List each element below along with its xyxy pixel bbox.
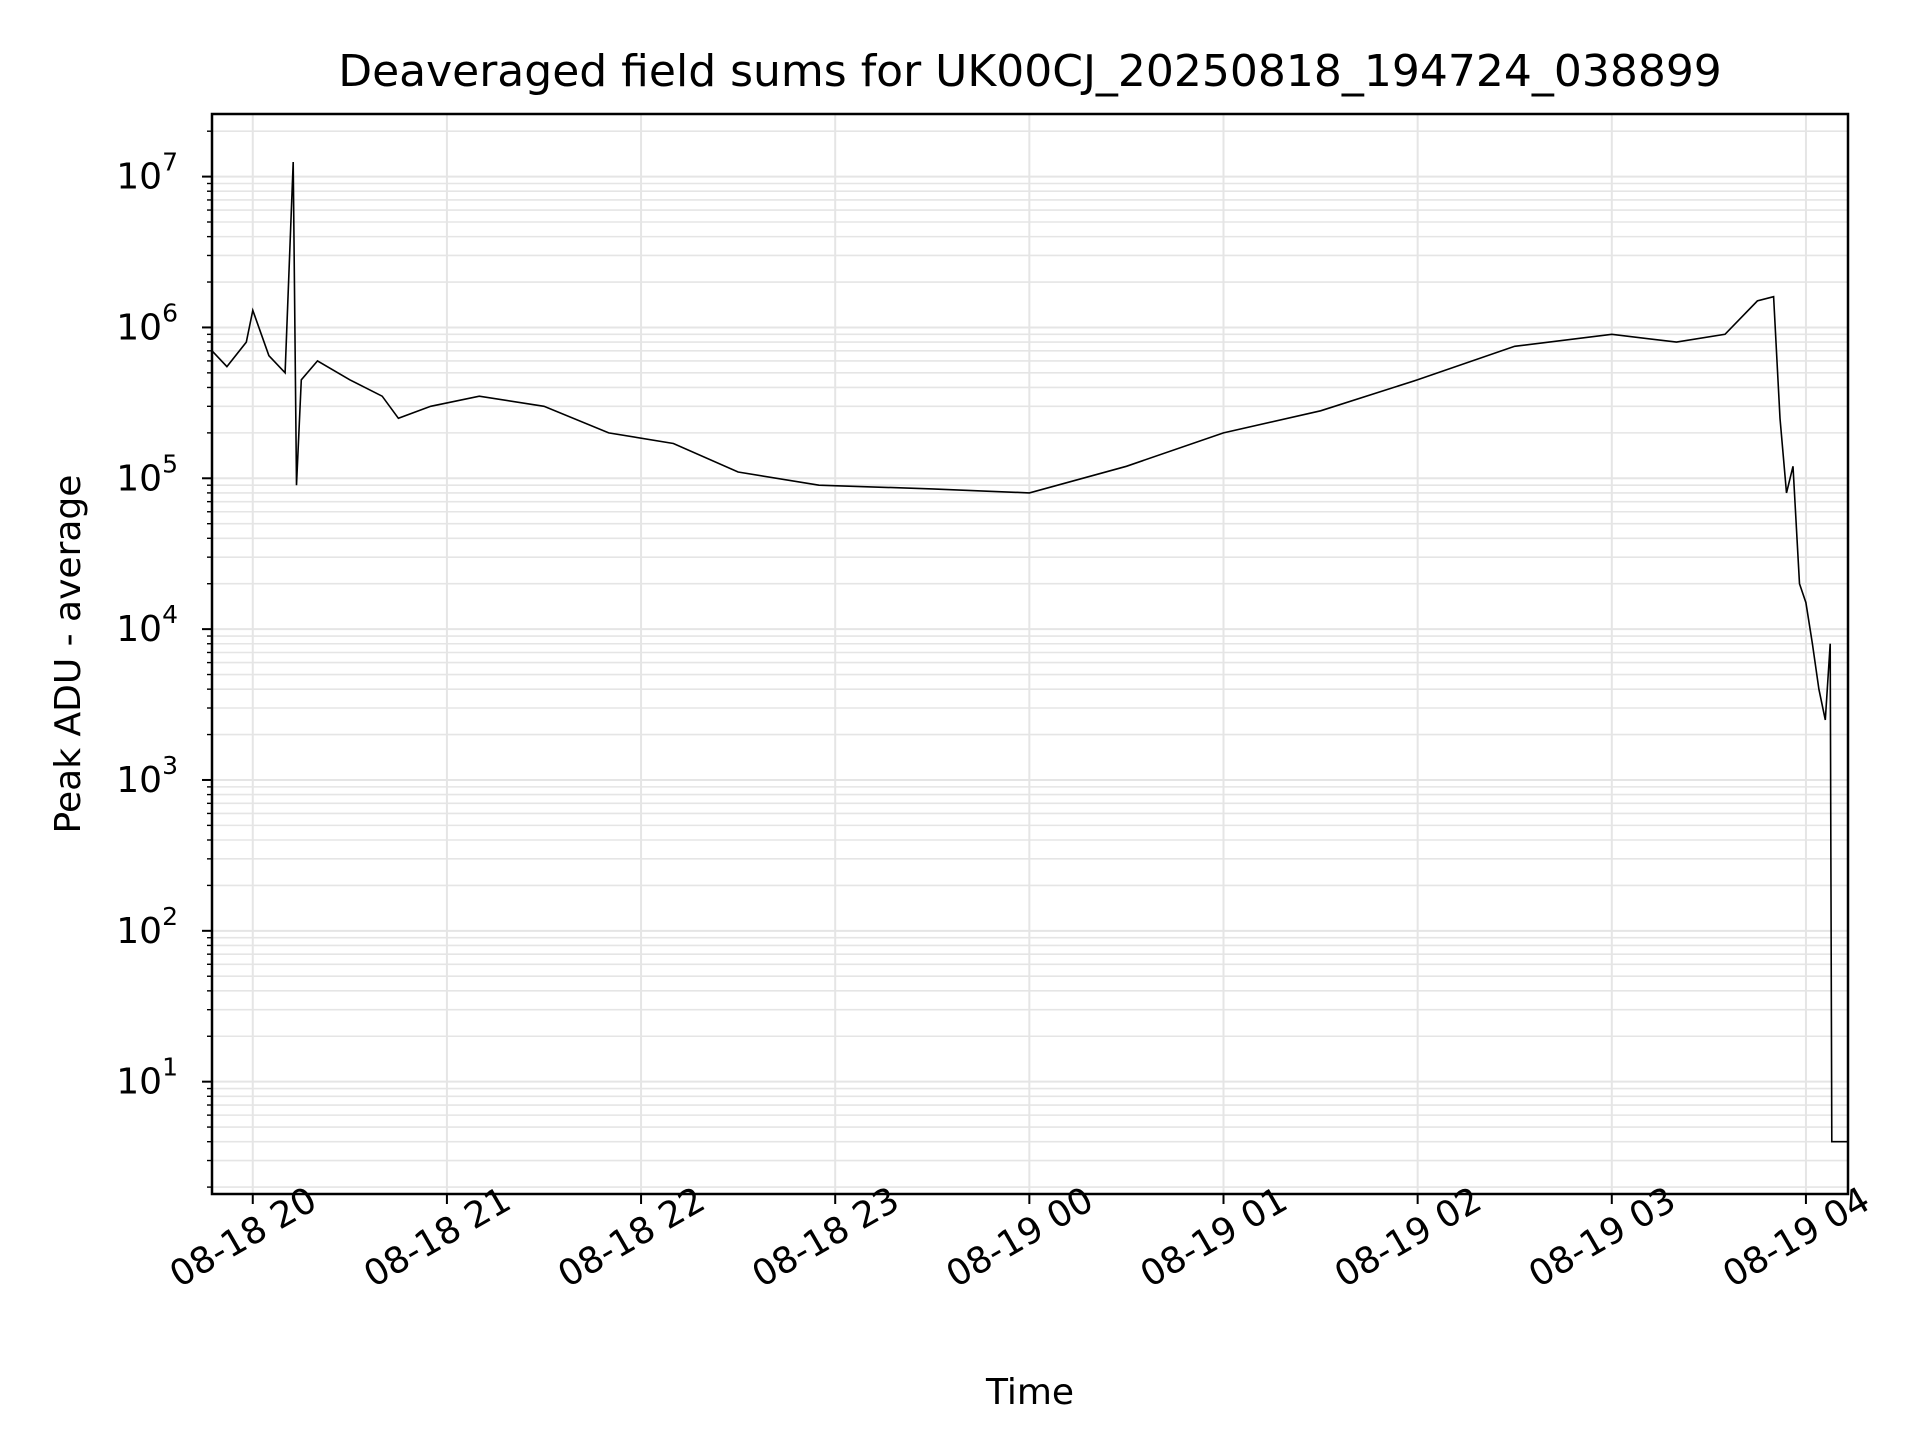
- y-tick-label: 105: [116, 449, 178, 499]
- grid-layer: [212, 114, 1848, 1194]
- y-tick-exponent: 7: [162, 148, 178, 177]
- x-axis-title: Time: [985, 1372, 1074, 1413]
- y-tick-base: 10: [116, 157, 162, 198]
- chart-title: Deaveraged field sums for UK00CJ_2025081…: [338, 46, 1722, 97]
- y-axis-title: Peak ADU - average: [48, 475, 89, 834]
- y-tick-label: 104: [116, 600, 178, 650]
- data-layer: [211, 161, 1848, 1143]
- y-tick-label: 102: [116, 902, 178, 952]
- series-line: [211, 161, 1848, 1143]
- y-tick-exponent: 4: [162, 600, 178, 629]
- y-tick-label: 101: [116, 1053, 178, 1103]
- y-tick-label: 107: [116, 148, 178, 198]
- y-tick-exponent: 2: [162, 902, 178, 931]
- y-tick-base: 10: [116, 458, 162, 499]
- y-tick-base: 10: [116, 1062, 162, 1103]
- y-tick-exponent: 6: [162, 298, 178, 327]
- y-tick-base: 10: [116, 911, 162, 952]
- y-tick-exponent: 5: [162, 449, 178, 478]
- y-tick-label: 103: [116, 751, 178, 801]
- y-tick-exponent: 1: [162, 1053, 178, 1082]
- y-tick-base: 10: [116, 760, 162, 801]
- y-tick-base: 10: [116, 609, 162, 650]
- y-tick-label: 106: [116, 298, 178, 348]
- y-tick-base: 10: [116, 307, 162, 348]
- y-tick-exponent: 3: [162, 751, 178, 780]
